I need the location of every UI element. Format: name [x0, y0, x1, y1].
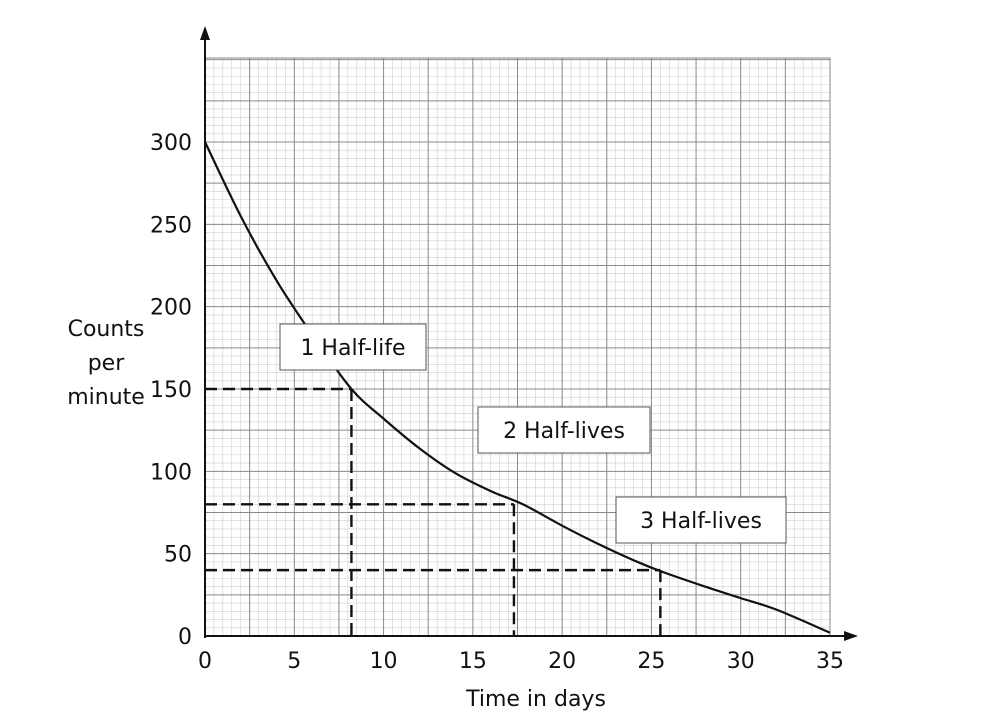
y-tick-label: 250 — [150, 213, 192, 238]
annotation-2-half-lives: 2 Half-lives — [477, 406, 651, 454]
x-axis-arrow — [844, 631, 858, 641]
y-tick-label: 100 — [150, 460, 192, 485]
x-tick-label: 0 — [198, 649, 212, 674]
x-tick-labels: 0 5 10 15 20 25 30 35 — [198, 649, 844, 674]
x-tick-label: 10 — [370, 649, 398, 674]
y-tick-label: 0 — [178, 625, 192, 650]
x-tick-label: 5 — [287, 649, 301, 674]
y-axis-label-line-1: Counts — [68, 317, 145, 342]
y-tick-label: 200 — [150, 296, 192, 321]
y-axis-label-line-2: per — [88, 351, 126, 376]
annotation-2-text: 2 Half-lives — [503, 419, 625, 444]
annotation-3-text: 3 Half-lives — [640, 509, 762, 534]
y-tick-label: 300 — [150, 131, 192, 156]
x-tick-label: 15 — [459, 649, 487, 674]
x-tick-label: 35 — [816, 649, 844, 674]
half-life-guides — [205, 387, 662, 636]
y-axis-label-line-3: minute — [67, 385, 145, 410]
y-axis-arrow — [200, 26, 210, 40]
x-tick-label: 20 — [548, 649, 576, 674]
y-tick-label: 50 — [164, 543, 192, 568]
x-axis-label: Time in days — [465, 687, 606, 712]
x-tick-label: 30 — [727, 649, 755, 674]
annotation-3-half-lives: 3 Half-lives — [615, 496, 787, 544]
annotation-1-half-life: 1 Half-life — [279, 323, 427, 371]
decay-curve — [204, 141, 831, 634]
annotation-1-text: 1 Half-life — [300, 336, 405, 361]
y-tick-labels: 0 50 100 150 200 250 300 — [150, 131, 192, 650]
x-tick-label: 25 — [637, 649, 665, 674]
y-tick-label: 150 — [150, 378, 192, 403]
